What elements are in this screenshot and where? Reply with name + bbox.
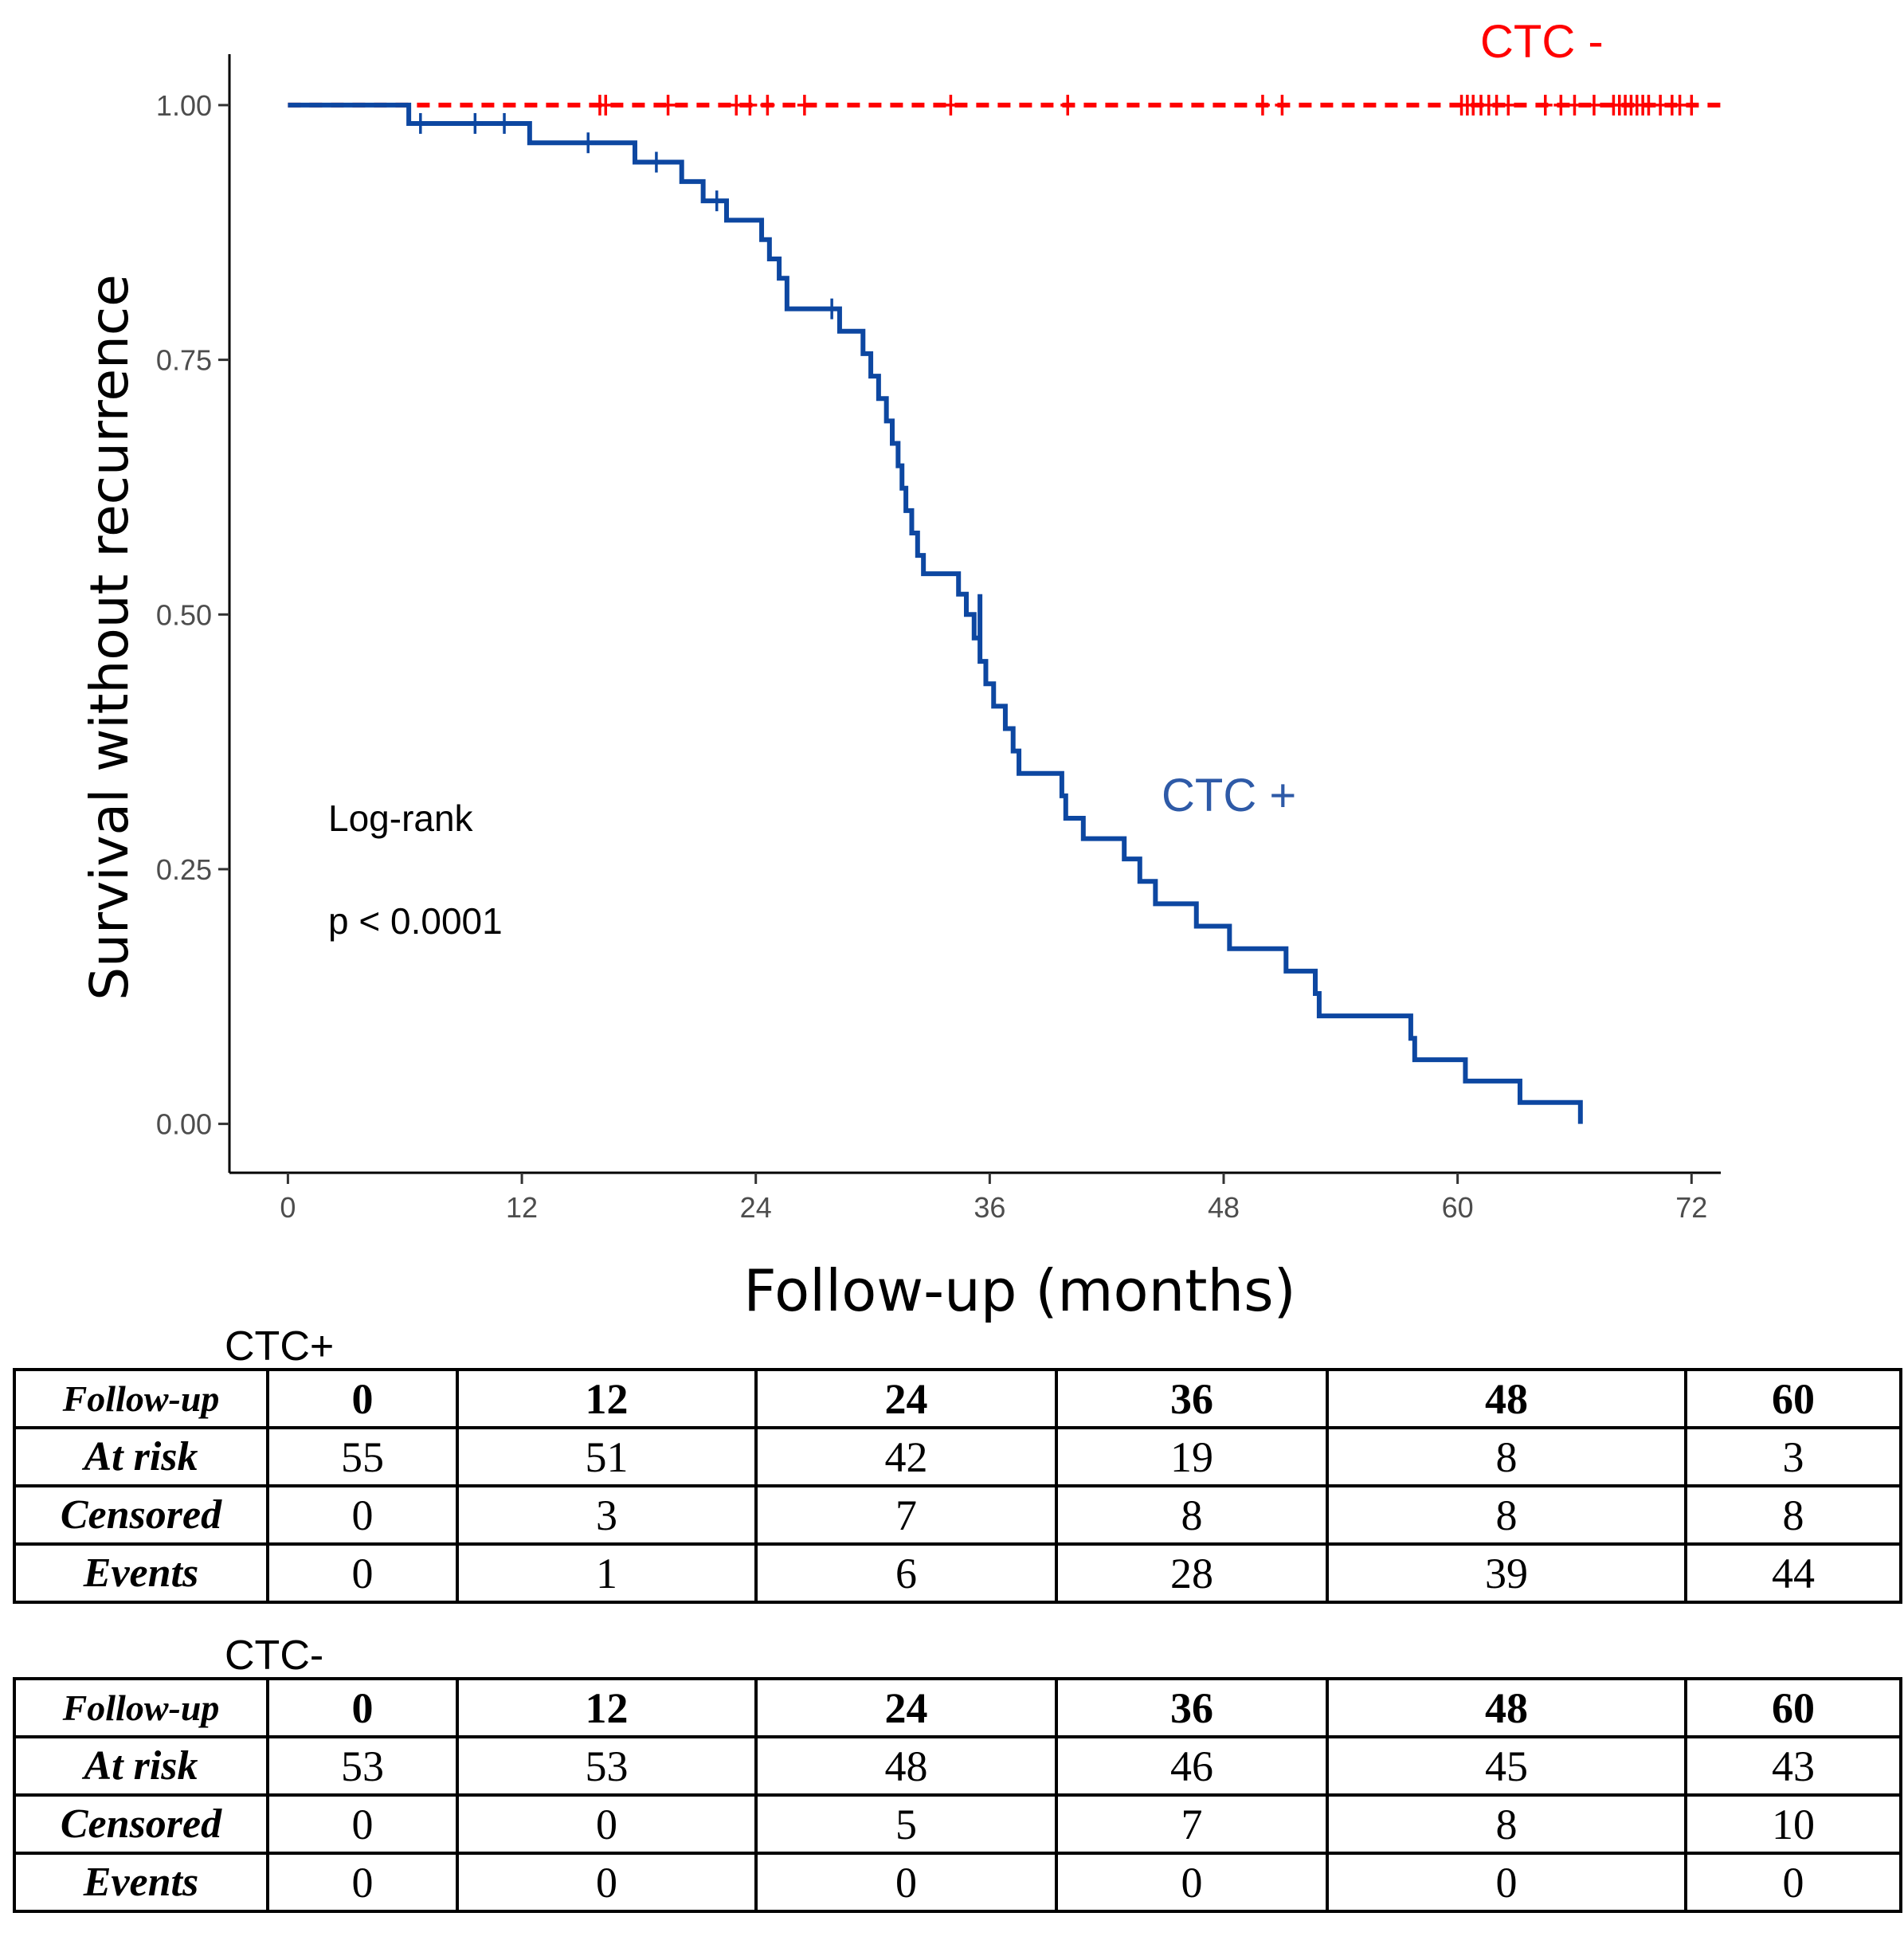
ticks: 0 12 24 36 48 60 72 0.00 0.25 0.50 0.75 1.00 xyxy=(156,89,1707,1224)
col-header: 24 xyxy=(754,1677,1058,1738)
table-cell: 0 xyxy=(1684,1852,1902,1913)
table-cell: 42 xyxy=(754,1426,1058,1487)
col-header: 48 xyxy=(1326,1368,1687,1429)
table-cell: 0 xyxy=(456,1793,758,1855)
table-cell: 8 xyxy=(1326,1793,1687,1855)
table-cell: 0 xyxy=(266,1484,459,1546)
col-header: 12 xyxy=(456,1368,758,1429)
col-header: 0 xyxy=(266,1677,459,1738)
col-header: 60 xyxy=(1684,1677,1902,1738)
logrank-label: Log-rank xyxy=(328,798,474,839)
table-cell: 0 xyxy=(266,1542,459,1604)
table-cell: 45 xyxy=(1326,1735,1687,1797)
table-header-row: Follow-up 0 12 24 36 48 60 xyxy=(13,1368,1902,1429)
series-label-ctc-neg: CTC - xyxy=(1480,16,1604,68)
row-header: At risk xyxy=(13,1735,269,1797)
col-header: 36 xyxy=(1055,1677,1329,1738)
x-tick-label: 60 xyxy=(1442,1191,1474,1224)
col-header: 36 xyxy=(1055,1368,1329,1429)
km-chart: 0 12 24 36 48 60 72 0.00 0.25 0.50 0.75 1.00 Surviv… xyxy=(79,16,1721,1324)
table-row: Events 0 1 6 28 39 44 xyxy=(13,1542,1902,1604)
x-tick-label: 36 xyxy=(974,1191,1005,1224)
col-header: 60 xyxy=(1684,1368,1902,1429)
table-cell: 3 xyxy=(1684,1426,1902,1487)
row-header: Censored xyxy=(13,1484,269,1546)
table-cell: 0 xyxy=(266,1793,459,1855)
table-cell: 8 xyxy=(1326,1426,1687,1487)
table-cell: 39 xyxy=(1326,1542,1687,1604)
col-header: 0 xyxy=(266,1368,459,1429)
table-cell: 53 xyxy=(456,1735,758,1797)
y-tick-label: 0.75 xyxy=(156,344,212,377)
col-header: 24 xyxy=(754,1368,1058,1429)
table-cell: 0 xyxy=(266,1852,459,1913)
table-cell: 8 xyxy=(1326,1484,1687,1546)
col-header: 48 xyxy=(1326,1677,1687,1738)
table-cell: 7 xyxy=(1055,1793,1329,1855)
table-cell: 8 xyxy=(1684,1484,1902,1546)
table-cell: 5 xyxy=(754,1793,1058,1855)
table-cell: 53 xyxy=(266,1735,459,1797)
table-cell: 1 xyxy=(456,1542,758,1604)
row-header: Events xyxy=(13,1542,269,1604)
y-tick-label: 0.00 xyxy=(156,1108,212,1141)
table-cell: 28 xyxy=(1055,1542,1329,1604)
row-header: Follow-up xyxy=(13,1368,269,1429)
table-row: Censored 0 3 7 8 8 8 xyxy=(13,1484,1902,1546)
x-axis-label: Follow-up (months) xyxy=(743,1257,1295,1324)
x-tick-label: 48 xyxy=(1208,1191,1240,1224)
risk-table-ctc-neg: Follow-up 0 12 24 36 48 60 At risk 53 53… xyxy=(13,1677,1902,1913)
row-header: Follow-up xyxy=(13,1677,269,1738)
table-cell: 55 xyxy=(266,1426,459,1487)
table-cell: 10 xyxy=(1684,1793,1902,1855)
table-cell: 48 xyxy=(754,1735,1058,1797)
x-tick-label: 72 xyxy=(1675,1191,1707,1224)
series-layer xyxy=(288,94,1721,1124)
table-header-row: Follow-up 0 12 24 36 48 60 xyxy=(13,1677,1902,1738)
pvalue-label: p < 0.0001 xyxy=(328,900,503,942)
y-tick-label: 0.25 xyxy=(156,853,212,886)
table-cell: 51 xyxy=(456,1426,758,1487)
table-cell: 43 xyxy=(1684,1735,1902,1797)
series-label-ctc-pos: CTC + xyxy=(1162,770,1296,821)
table-cell: 7 xyxy=(754,1484,1058,1546)
table-title-ctc-pos: CTC+ xyxy=(225,1323,335,1370)
row-header: Events xyxy=(13,1852,269,1913)
table-cell: 6 xyxy=(754,1542,1058,1604)
ctc-pos-curve xyxy=(288,102,1583,1124)
table-cell: 0 xyxy=(754,1852,1058,1913)
x-tick-label: 12 xyxy=(506,1191,538,1224)
col-header: 12 xyxy=(456,1677,758,1738)
table-row: At risk 53 53 48 46 45 43 xyxy=(13,1735,1902,1797)
table-cell: 3 xyxy=(456,1484,758,1546)
x-tick-label: 0 xyxy=(280,1191,296,1224)
table-row: Censored 0 0 5 7 8 10 xyxy=(13,1793,1902,1855)
table-cell: 44 xyxy=(1684,1542,1902,1604)
table-title-ctc-neg: CTC- xyxy=(225,1632,324,1679)
risk-table-ctc-pos: Follow-up 0 12 24 36 48 60 At risk 55 51… xyxy=(13,1368,1902,1604)
x-tick-label: 24 xyxy=(740,1191,772,1224)
table-cell: 0 xyxy=(1326,1852,1687,1913)
table-cell: 19 xyxy=(1055,1426,1329,1487)
table-row: At risk 55 51 42 19 8 3 xyxy=(13,1426,1902,1487)
y-tick-label: 0.50 xyxy=(156,598,212,631)
table-row: Events 0 0 0 0 0 0 xyxy=(13,1852,1902,1913)
table-cell: 0 xyxy=(456,1852,758,1913)
table-cell: 0 xyxy=(1055,1852,1329,1913)
row-header: Censored xyxy=(13,1793,269,1855)
y-axis-label: Survival without recurrence xyxy=(79,274,140,1001)
table-cell: 46 xyxy=(1055,1735,1329,1797)
table-cell: 8 xyxy=(1055,1484,1329,1546)
y-tick-label: 1.00 xyxy=(156,89,212,122)
row-header: At risk xyxy=(13,1426,269,1487)
